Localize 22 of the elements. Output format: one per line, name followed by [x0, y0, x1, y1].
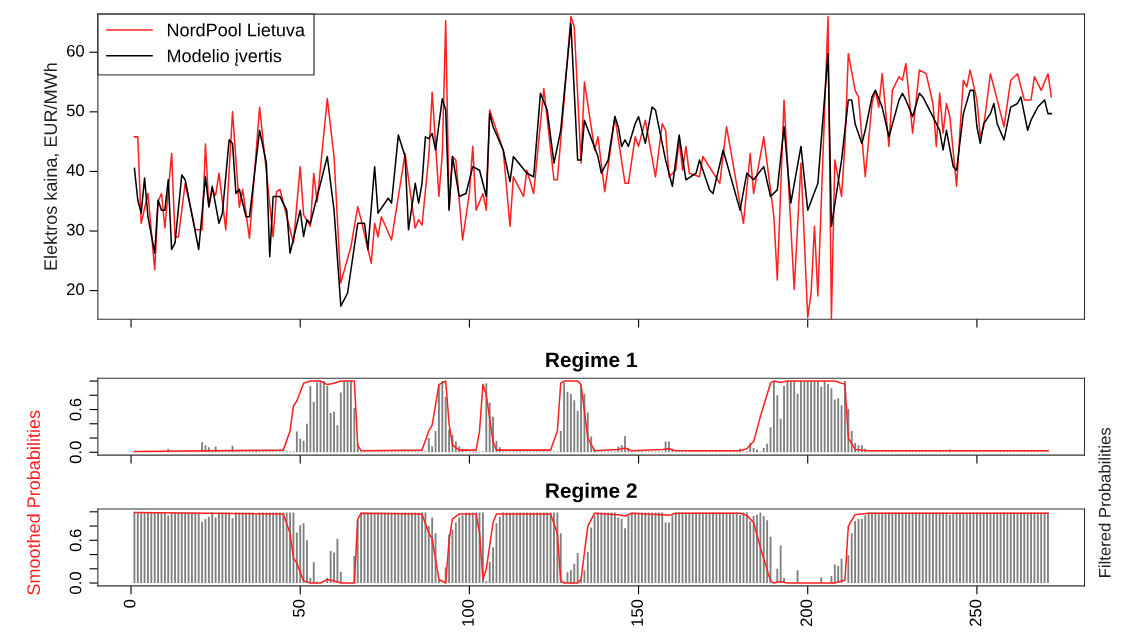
y-tick-label: 0.0: [69, 572, 82, 594]
y-tick-label: 20: [66, 283, 85, 296]
x-tick-label: 0: [123, 599, 136, 608]
y-tick-label: 30: [66, 223, 85, 236]
legend-label: Modelio įvertis: [167, 48, 282, 66]
x-tick-label: 50: [292, 599, 305, 617]
y2-axis-title: Filtered Probabilities: [1098, 427, 1111, 577]
y-tick-label: 0.6: [69, 529, 82, 552]
x-tick-label: 150: [631, 599, 644, 626]
chart-title: Regime 2: [546, 482, 637, 503]
y-tick-label: 40: [66, 164, 85, 176]
legend-label: NordPool Lietuva: [167, 23, 305, 37]
y-tick-label: 50: [66, 104, 85, 117]
y-tick-label: 0.0: [69, 441, 82, 464]
chart-title: Regime 1: [546, 351, 637, 372]
y-axis-title: Elektros kaina, EUR/MWh: [43, 63, 60, 270]
y-axis-title: Smoothed Probabilities: [26, 410, 41, 595]
y-tick-label: 60: [66, 44, 85, 57]
x-tick-label: 100: [462, 599, 474, 626]
x-tick-label: 200: [800, 599, 813, 627]
y-tick-label: 0.6: [69, 398, 82, 421]
x-tick-label: 250: [969, 599, 982, 627]
